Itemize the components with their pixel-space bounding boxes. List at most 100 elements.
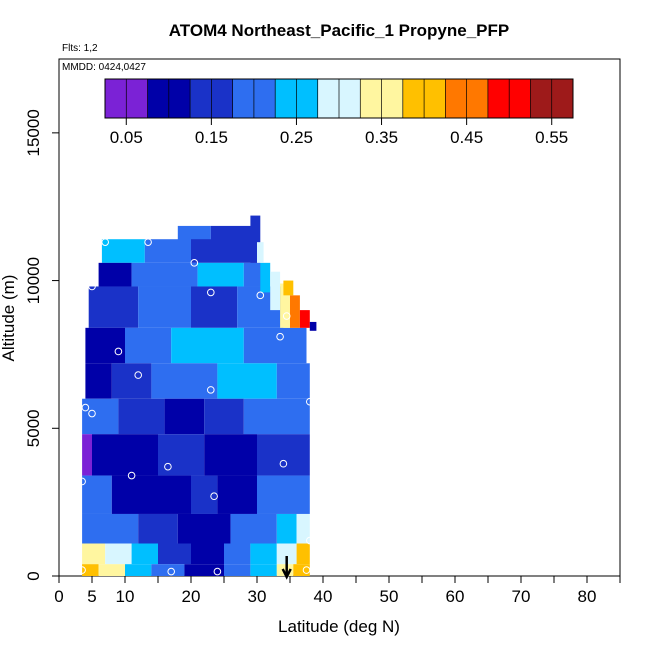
field-cell: [250, 564, 277, 576]
sample-point: [101, 238, 109, 246]
field-cell: [224, 564, 251, 576]
sample-point: [282, 312, 291, 320]
latitude-arrow: [281, 556, 292, 580]
field-cell: [243, 262, 264, 287]
flights-label: Flts: 1,2: [62, 43, 98, 54]
sample-point: [190, 259, 199, 267]
field-cell: [158, 434, 205, 476]
x-tick-label: 40: [314, 587, 333, 606]
field-cell: [158, 543, 191, 565]
field-cell: [98, 564, 125, 576]
sample-point: [210, 492, 218, 501]
field-cell: [138, 513, 178, 544]
plot-frame: [58, 58, 621, 577]
y-tick-label: 10000: [24, 257, 43, 304]
field-cell: [82, 434, 92, 476]
field-cell: [138, 286, 191, 328]
field-cell: [151, 363, 218, 399]
sample-point: [207, 288, 215, 297]
field-cell: [82, 475, 112, 514]
field-cell: [184, 564, 224, 576]
sample-point: [144, 238, 152, 246]
sample-point: [302, 566, 311, 574]
field-cell: [276, 543, 297, 565]
x-axis-label: Latitude (deg N): [278, 617, 400, 636]
x-axis: 0 5 10 20 30 40 50 60 70 80: [54, 576, 621, 606]
sample-point: [256, 291, 265, 300]
field-cell: [125, 564, 152, 576]
x-tick-label: 5: [87, 587, 96, 606]
field-cell: [250, 543, 277, 565]
sample-point: [127, 471, 136, 480]
field-cell: [276, 363, 310, 399]
y-axis-label: Altitude (m): [0, 275, 18, 362]
field-cell: [118, 398, 165, 435]
field-cell: [92, 434, 158, 476]
field-cell: [85, 363, 112, 399]
sample-point: [114, 347, 123, 356]
field-cell: [217, 475, 257, 514]
x-tick-label: 70: [512, 587, 531, 606]
colorbar-tick-label: 0.55: [535, 128, 568, 147]
field-cell: [257, 475, 310, 514]
field-cell: [191, 475, 218, 514]
sample-point: [167, 567, 175, 576]
x-tick-label: 20: [182, 587, 201, 606]
sample-point: [279, 459, 288, 468]
sample-point: [306, 536, 314, 545]
field-patch: [280, 283, 290, 328]
sample-point: [88, 409, 96, 418]
field-cell: [82, 398, 119, 435]
field-patch: [260, 262, 271, 293]
x-tick-label: 50: [380, 587, 399, 606]
sample-point: [164, 462, 172, 471]
colorbar-tick-label: 0.15: [195, 128, 228, 147]
field-cell: [276, 564, 294, 576]
field-cell: [82, 513, 139, 544]
field-cell: [257, 434, 310, 476]
field-cell: [296, 513, 310, 544]
field-cell: [111, 363, 152, 399]
field-cell: [131, 543, 158, 565]
field-cell: [243, 398, 310, 435]
field-cell: [293, 564, 310, 576]
sample-point: [81, 403, 90, 412]
field-cell: [276, 513, 297, 544]
sample-point: [88, 282, 96, 291]
field-cell: [85, 327, 125, 364]
field-cell: [164, 398, 205, 435]
field-patch: [283, 280, 294, 296]
latitude-arrow-head: [281, 568, 292, 580]
concentration-field: [82, 215, 317, 576]
colorbar: 0.05 0.15 0.25 0.35 0.45 0.55: [104, 78, 574, 147]
dates-label: MMDD: 0424,0427: [62, 62, 146, 73]
colorbar-tick-label: 0.35: [365, 128, 398, 147]
y-axis: 0 5000 10000 15000: [24, 109, 59, 581]
field-cell: [296, 543, 310, 565]
sample-points: [78, 238, 314, 576]
field-cell: [197, 262, 244, 287]
field-cell: [177, 513, 231, 544]
field-patch: [257, 242, 264, 263]
field-patch: [250, 215, 261, 263]
field-cell: [111, 475, 191, 514]
field-cell: [191, 239, 257, 263]
field-cell: [82, 543, 106, 565]
y-tick-label: 0: [24, 571, 43, 580]
x-tick-label: 80: [578, 587, 597, 606]
colorbar-tick-label: 0.05: [110, 128, 143, 147]
colorbar-frame: [104, 78, 574, 119]
field-cell: [88, 286, 139, 328]
field-cell: [105, 543, 132, 565]
chart-title: ATOM4 Northeast_Pacific_1 Propyne_PFP: [169, 21, 509, 40]
field-cell: [204, 398, 244, 435]
y-tick-label: 15000: [24, 109, 43, 156]
sample-point: [78, 477, 86, 486]
colorbar-tick-label: 0.45: [450, 128, 483, 147]
field-patch: [270, 271, 281, 311]
field-patch: [299, 310, 310, 328]
field-cell: [224, 543, 251, 565]
field-patch: [309, 321, 317, 331]
sample-point: [213, 567, 222, 576]
